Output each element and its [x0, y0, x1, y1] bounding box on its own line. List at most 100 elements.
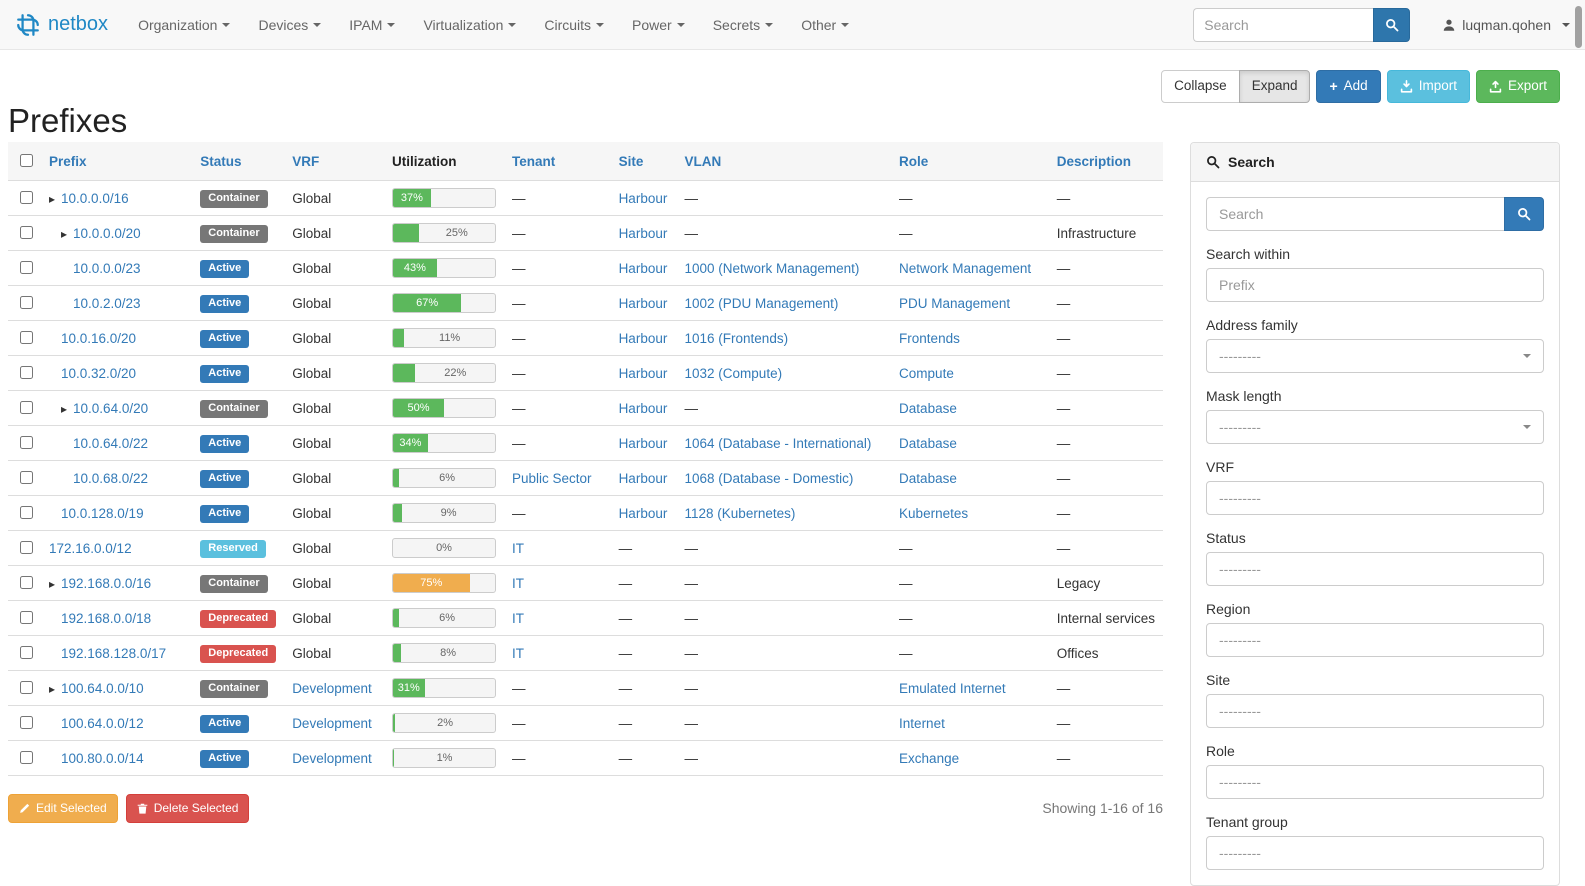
row-checkbox[interactable] — [20, 436, 33, 449]
filter-search-input[interactable] — [1206, 197, 1504, 231]
site-link[interactable]: Harbour — [618, 435, 668, 451]
filter-select-mask-length[interactable]: --------- — [1206, 410, 1544, 444]
column-header-vrf[interactable]: VRF — [284, 142, 385, 181]
filter-select-vrf[interactable]: --------- — [1206, 481, 1544, 515]
tenant-link[interactable]: Public Sector — [512, 470, 592, 486]
filter-select-address-family[interactable]: --------- — [1206, 339, 1544, 373]
column-header-vlan[interactable]: VLAN — [676, 142, 892, 181]
role-link[interactable]: Compute — [899, 365, 954, 381]
row-checkbox[interactable] — [20, 611, 33, 624]
site-link[interactable]: Harbour — [618, 330, 668, 346]
expand-toggle-icon[interactable]: ▸ — [49, 191, 56, 206]
collapse-button[interactable]: Collapse — [1161, 70, 1240, 103]
prefix-link[interactable]: 10.0.64.0/20 — [73, 400, 149, 416]
role-link[interactable]: PDU Management — [899, 295, 1011, 311]
row-checkbox[interactable] — [20, 191, 33, 204]
vlan-link[interactable]: 1068 (Database - Domestic) — [684, 470, 854, 486]
row-checkbox[interactable] — [20, 261, 33, 274]
site-link[interactable]: Harbour — [618, 190, 668, 206]
filter-input-search-within[interactable] — [1206, 268, 1544, 302]
filter-select-site[interactable]: --------- — [1206, 694, 1544, 728]
scrollbar-thumb[interactable] — [1575, 6, 1582, 48]
filter-select-tenant-group[interactable]: --------- — [1206, 836, 1544, 870]
column-header-description[interactable]: Description — [1048, 142, 1163, 181]
expand-toggle-icon[interactable]: ▸ — [49, 576, 56, 591]
column-header-tenant[interactable]: Tenant — [504, 142, 611, 181]
tenant-link[interactable]: IT — [512, 540, 525, 556]
prefix-link[interactable]: 10.0.32.0/20 — [61, 365, 137, 381]
prefix-link[interactable]: 10.0.2.0/23 — [73, 295, 141, 311]
row-checkbox[interactable] — [20, 506, 33, 519]
expand-button[interactable]: Expand — [1238, 70, 1311, 103]
vlan-link[interactable]: 1002 (PDU Management) — [684, 295, 839, 311]
menu-organization[interactable]: Organization — [124, 0, 244, 49]
menu-secrets[interactable]: Secrets — [699, 0, 787, 49]
row-checkbox[interactable] — [20, 296, 33, 309]
import-button[interactable]: Import — [1386, 70, 1470, 103]
prefix-link[interactable]: 10.0.68.0/22 — [73, 470, 149, 486]
site-link[interactable]: Harbour — [618, 260, 668, 276]
row-checkbox[interactable] — [20, 366, 33, 379]
vlan-link[interactable]: 1000 (Network Management) — [684, 260, 860, 276]
vlan-link[interactable]: 1064 (Database - International) — [684, 435, 872, 451]
prefix-link[interactable]: 10.0.128.0/19 — [61, 505, 144, 521]
menu-circuits[interactable]: Circuits — [530, 0, 618, 49]
prefix-link[interactable]: 172.16.0.0/12 — [49, 540, 132, 556]
column-header-site[interactable]: Site — [610, 142, 677, 181]
filter-select-status[interactable]: --------- — [1206, 552, 1544, 586]
role-link[interactable]: Emulated Internet — [899, 680, 1006, 696]
netbox-logo[interactable]: netbox — [15, 12, 108, 38]
export-button[interactable]: Export — [1475, 70, 1560, 103]
menu-other[interactable]: Other — [787, 0, 863, 49]
prefix-link[interactable]: 100.80.0.0/14 — [61, 750, 144, 766]
tenant-link[interactable]: IT — [512, 645, 525, 661]
edit-selected-button[interactable]: Edit Selected — [8, 794, 118, 823]
select-all-checkbox[interactable] — [20, 154, 33, 167]
filter-search-button[interactable] — [1504, 197, 1544, 231]
column-header-status[interactable]: Status — [192, 142, 285, 181]
filter-select-role[interactable]: --------- — [1206, 765, 1544, 799]
prefix-link[interactable]: 10.0.16.0/20 — [61, 330, 137, 346]
menu-power[interactable]: Power — [618, 0, 699, 49]
role-link[interactable]: Internet — [899, 715, 945, 731]
vlan-link[interactable]: 1032 (Compute) — [684, 365, 783, 381]
site-link[interactable]: Harbour — [618, 400, 668, 416]
prefix-link[interactable]: 10.0.0.0/23 — [73, 260, 141, 276]
prefix-link[interactable]: 192.168.128.0/17 — [61, 645, 167, 661]
filter-select-region[interactable]: --------- — [1206, 623, 1544, 657]
vrf-link[interactable]: Development — [292, 680, 372, 696]
site-link[interactable]: Harbour — [618, 225, 668, 241]
row-checkbox[interactable] — [20, 646, 33, 659]
navbar-search-input[interactable] — [1193, 7, 1374, 42]
prefix-link[interactable]: 10.0.64.0/22 — [73, 435, 149, 451]
column-header-role[interactable]: Role — [891, 142, 1049, 181]
site-link[interactable]: Harbour — [618, 365, 668, 381]
role-link[interactable]: Database — [899, 470, 957, 486]
prefix-link[interactable]: 10.0.0.0/16 — [61, 190, 129, 206]
role-link[interactable]: Exchange — [899, 750, 960, 766]
user-menu[interactable]: luqman.qohen — [1442, 17, 1570, 33]
site-link[interactable]: Harbour — [618, 505, 668, 521]
row-checkbox[interactable] — [20, 751, 33, 764]
row-checkbox[interactable] — [20, 681, 33, 694]
menu-devices[interactable]: Devices — [244, 0, 335, 49]
tenant-link[interactable]: IT — [512, 575, 525, 591]
row-checkbox[interactable] — [20, 541, 33, 554]
vlan-link[interactable]: 1016 (Frontends) — [684, 330, 789, 346]
menu-ipam[interactable]: IPAM — [335, 0, 409, 49]
row-checkbox[interactable] — [20, 471, 33, 484]
row-checkbox[interactable] — [20, 716, 33, 729]
tenant-link[interactable]: IT — [512, 610, 525, 626]
prefix-link[interactable]: 100.64.0.0/12 — [61, 715, 144, 731]
prefix-link[interactable]: 192.168.0.0/16 — [61, 575, 152, 591]
row-checkbox[interactable] — [20, 576, 33, 589]
vlan-link[interactable]: 1128 (Kubernetes) — [684, 505, 796, 521]
navbar-search-button[interactable] — [1373, 7, 1411, 42]
row-checkbox[interactable] — [20, 226, 33, 239]
role-link[interactable]: Database — [899, 400, 957, 416]
row-checkbox[interactable] — [20, 331, 33, 344]
site-link[interactable]: Harbour — [618, 470, 668, 486]
expand-toggle-icon[interactable]: ▸ — [61, 226, 68, 241]
expand-toggle-icon[interactable]: ▸ — [61, 401, 68, 416]
vrf-link[interactable]: Development — [292, 750, 372, 766]
